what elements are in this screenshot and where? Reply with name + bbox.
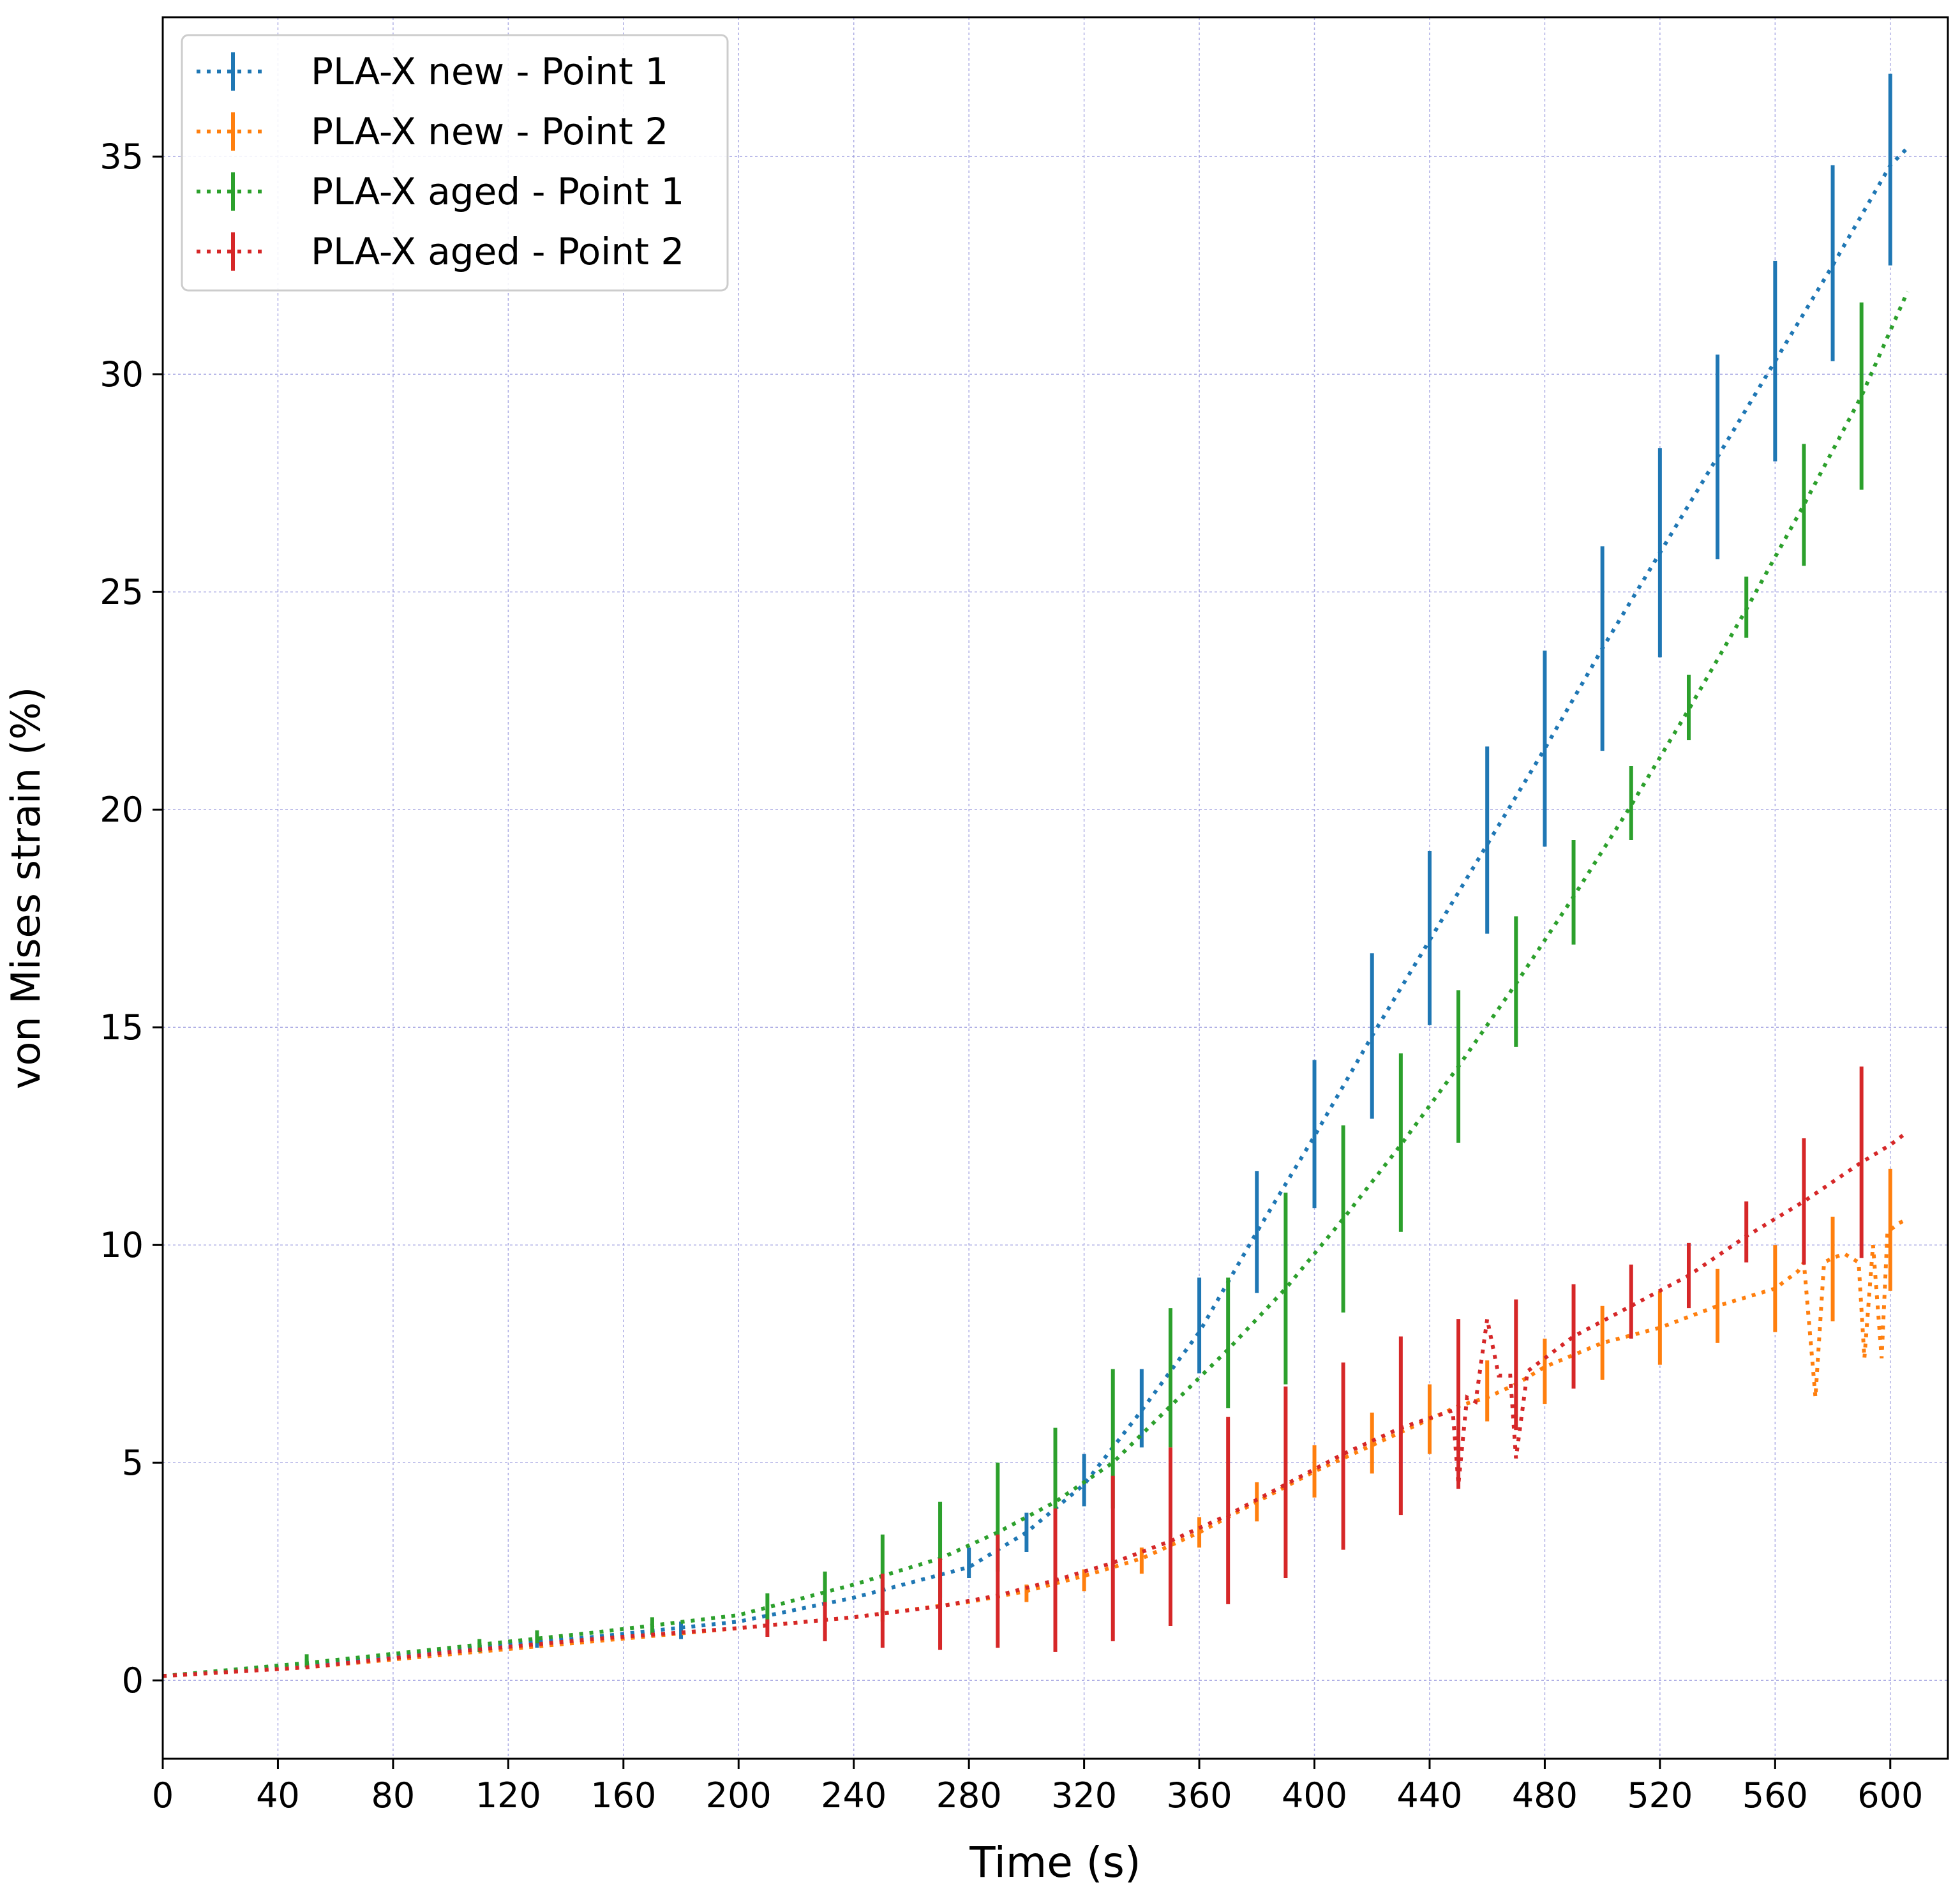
y-tick-label: 30 — [100, 354, 144, 395]
legend-label: PLA-X aged - Point 1 — [311, 170, 684, 213]
x-axis-label: Time (s) — [969, 1838, 1141, 1887]
y-tick-label: 35 — [100, 137, 144, 177]
legend-entries: PLA-X new - Point 1 PLA-X new - Point 2 PL… — [197, 50, 684, 273]
grid — [162, 17, 1948, 1759]
x-tick-label: 120 — [475, 1775, 541, 1816]
x-tick-label: 440 — [1396, 1775, 1462, 1816]
x-tick-label: 240 — [821, 1775, 886, 1816]
x-tick-label: 520 — [1627, 1775, 1693, 1816]
x-tick-label: 40 — [256, 1775, 300, 1816]
x-tick-label: 560 — [1742, 1775, 1808, 1816]
y-axis-label: von Mises strain (%) — [3, 687, 49, 1089]
series-line — [162, 146, 1909, 1678]
axis-ticks: 0 40 80 120 160 200 240 280 320 360 400 440 480 520 56… — [100, 137, 1923, 1816]
y-tick-label: 5 — [122, 1443, 144, 1483]
x-tick-label: 360 — [1167, 1775, 1232, 1816]
y-tick-label: 25 — [100, 572, 144, 612]
legend-label: PLA-X aged - Point 2 — [311, 230, 684, 273]
series-1 — [162, 73, 1909, 1678]
legend: PLA-X new - Point 1 PLA-X new - Point 2 PL… — [181, 34, 729, 292]
series-layer — [162, 73, 1910, 1678]
y-tick-label: 10 — [100, 1225, 144, 1265]
legend-label: PLA-X new - Point 1 — [311, 50, 668, 93]
x-tick-label: 600 — [1857, 1775, 1923, 1816]
plot-frame — [161, 16, 1949, 1760]
y-tick-label: 0 — [122, 1660, 144, 1701]
legend-label: PLA-X new - Point 2 — [311, 110, 668, 153]
series-line — [162, 1217, 1909, 1678]
series-line — [162, 1130, 1909, 1678]
x-tick-label: 160 — [590, 1775, 656, 1816]
series-3 — [162, 290, 1910, 1678]
x-tick-label: 320 — [1051, 1775, 1117, 1816]
x-tick-label: 480 — [1512, 1775, 1578, 1816]
x-tick-label: 200 — [706, 1775, 772, 1816]
x-tick-label: 80 — [371, 1775, 415, 1816]
x-tick-label: 280 — [936, 1775, 1002, 1816]
legend-box — [181, 34, 729, 292]
y-tick-label: 15 — [100, 1007, 144, 1048]
x-tick-label: 0 — [152, 1775, 174, 1816]
series-4 — [162, 1066, 1909, 1678]
y-tick-label: 20 — [100, 790, 144, 830]
x-tick-label: 400 — [1282, 1775, 1347, 1816]
series-line — [162, 290, 1910, 1678]
